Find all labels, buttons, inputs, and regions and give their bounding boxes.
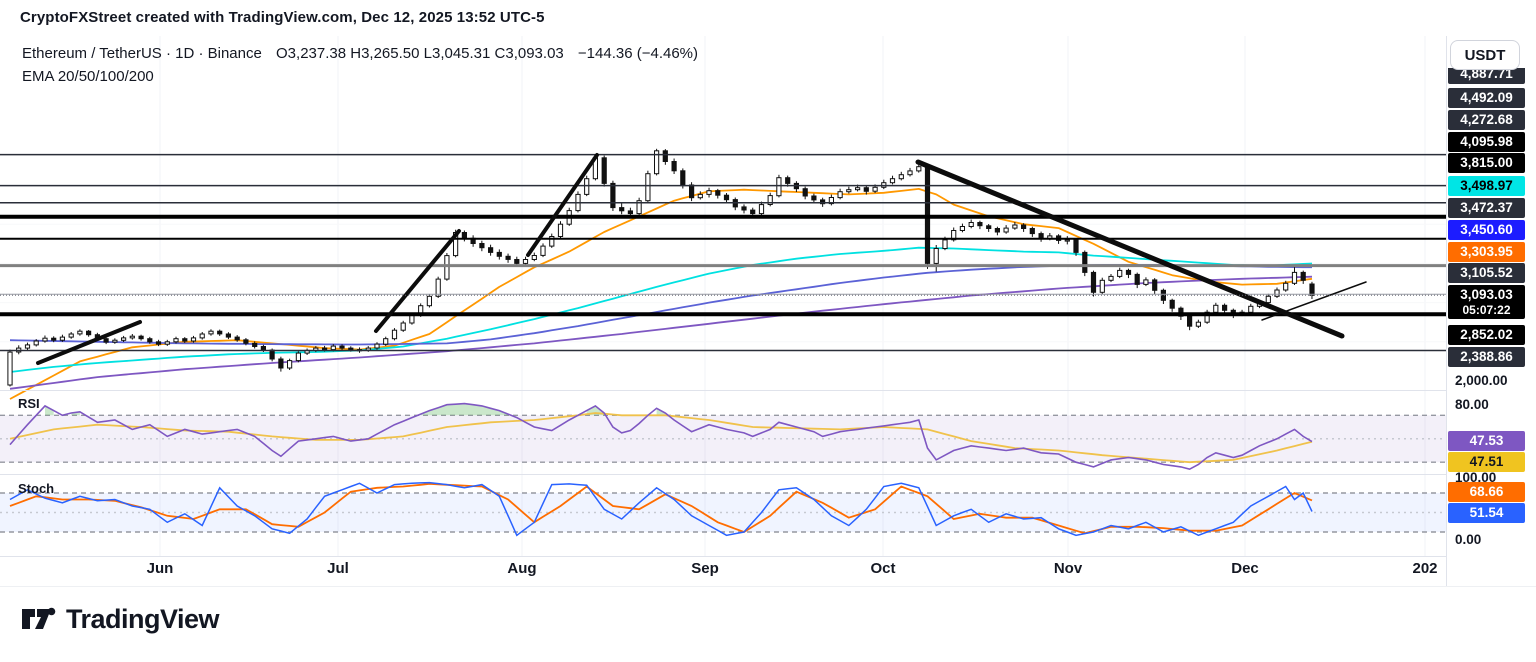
trendline: [1261, 281, 1367, 321]
month-label: Aug: [507, 560, 537, 577]
pane-separator: [0, 556, 1536, 557]
price-scale-label: 3,815.00: [1448, 153, 1525, 173]
price-scale-label: 2,852.02: [1448, 325, 1525, 345]
chart-plot[interactable]: [0, 36, 1446, 586]
month-label: Dec: [1231, 560, 1259, 577]
ema-line-4: [9, 275, 1313, 390]
month-label: Nov: [1053, 560, 1083, 577]
month-label: Oct: [870, 560, 896, 577]
bar-countdown: 05:07:22: [1462, 302, 1511, 317]
time-axis[interactable]: [0, 557, 1446, 586]
axis-value-text: 100.00: [1455, 470, 1497, 485]
indicator-row: EMA 20/50/100/200: [22, 68, 708, 85]
trendline: [526, 153, 599, 257]
price-scale-label: 47.53: [1448, 431, 1525, 451]
trendline: [915, 159, 1345, 339]
axis-value-text: 2,000.00: [1455, 373, 1508, 388]
price-scale-label: 4,272.68: [1448, 110, 1525, 130]
price-scale-label: 3,498.97: [1448, 176, 1525, 196]
price-scale-label: 3,472.37: [1448, 198, 1525, 218]
price-scale-label: 2,388.86: [1448, 347, 1525, 367]
card-bottom-edge: [0, 586, 1536, 587]
pane-separator[interactable]: [0, 474, 1536, 475]
credit-text: CryptoFXStreet created with TradingView.…: [20, 9, 545, 26]
symbol-row: Ethereum / TetherUS · 1D · Binance O3,23…: [22, 45, 708, 62]
footer-brand[interactable]: TradingView: [18, 600, 220, 638]
pane-separator[interactable]: [0, 390, 1536, 391]
price-scale-label: 3,303.95: [1448, 242, 1525, 262]
axis-value-text: 80.00: [1455, 397, 1489, 412]
ohlc-values: O3,237.38 H3,265.50 L3,045.31 C3,093.03: [276, 45, 564, 62]
chart-legend: Ethereum / TetherUS · 1D · Binance O3,23…: [22, 45, 708, 85]
price-scale-label: 4,492.09: [1448, 88, 1525, 108]
currency-toggle-button[interactable]: USDT: [1450, 40, 1520, 70]
stoch-k-line: [9, 481, 1313, 537]
tradingview-logo-icon: [22, 607, 56, 629]
ema-line-3: [9, 264, 1312, 346]
price-scale-label: 51.54: [1448, 503, 1525, 523]
month-label: 202: [1412, 560, 1438, 577]
axis-value-text: 0.00: [1455, 532, 1482, 547]
last-price-label: 3,093.03 05:07:22: [1448, 285, 1525, 319]
month-label: Sep: [691, 560, 719, 577]
ema-line-1: [9, 188, 1313, 400]
ema-line-2: [9, 246, 1313, 373]
rsi-ma-line: [9, 412, 1313, 464]
price-scale-label: 3,105.52: [1448, 263, 1525, 283]
price-scale-label: 47.51: [1448, 452, 1525, 472]
month-label: Jul: [327, 560, 349, 577]
trendline: [36, 320, 142, 365]
symbol-title: Ethereum / TetherUS · 1D · Binance: [22, 45, 262, 62]
change-value: −144.36 (−4.46%): [577, 45, 699, 62]
rsi-pane-label: RSI: [18, 396, 40, 411]
price-scale[interactable]: USDT 2,000.00 80.00 100.00 0.00 4,887.71 4,49…: [1446, 36, 1536, 586]
price-scale-label: 68.66: [1448, 482, 1525, 502]
rsi-line: [9, 402, 1313, 471]
price-scale-label: 4,095.98: [1448, 132, 1525, 152]
scale-toolbar: USDT: [1447, 36, 1536, 70]
price-scale-label: 3,450.60: [1448, 220, 1525, 240]
month-label: Jun: [146, 560, 174, 577]
trendline: [374, 229, 461, 333]
stoch-pane-label: Stoch: [18, 481, 55, 496]
tradingview-logo-text: TradingView: [66, 603, 220, 634]
rsi-overbought-fill: [45, 405, 54, 416]
ema-legend: EMA 20/50/100/200: [22, 68, 154, 85]
